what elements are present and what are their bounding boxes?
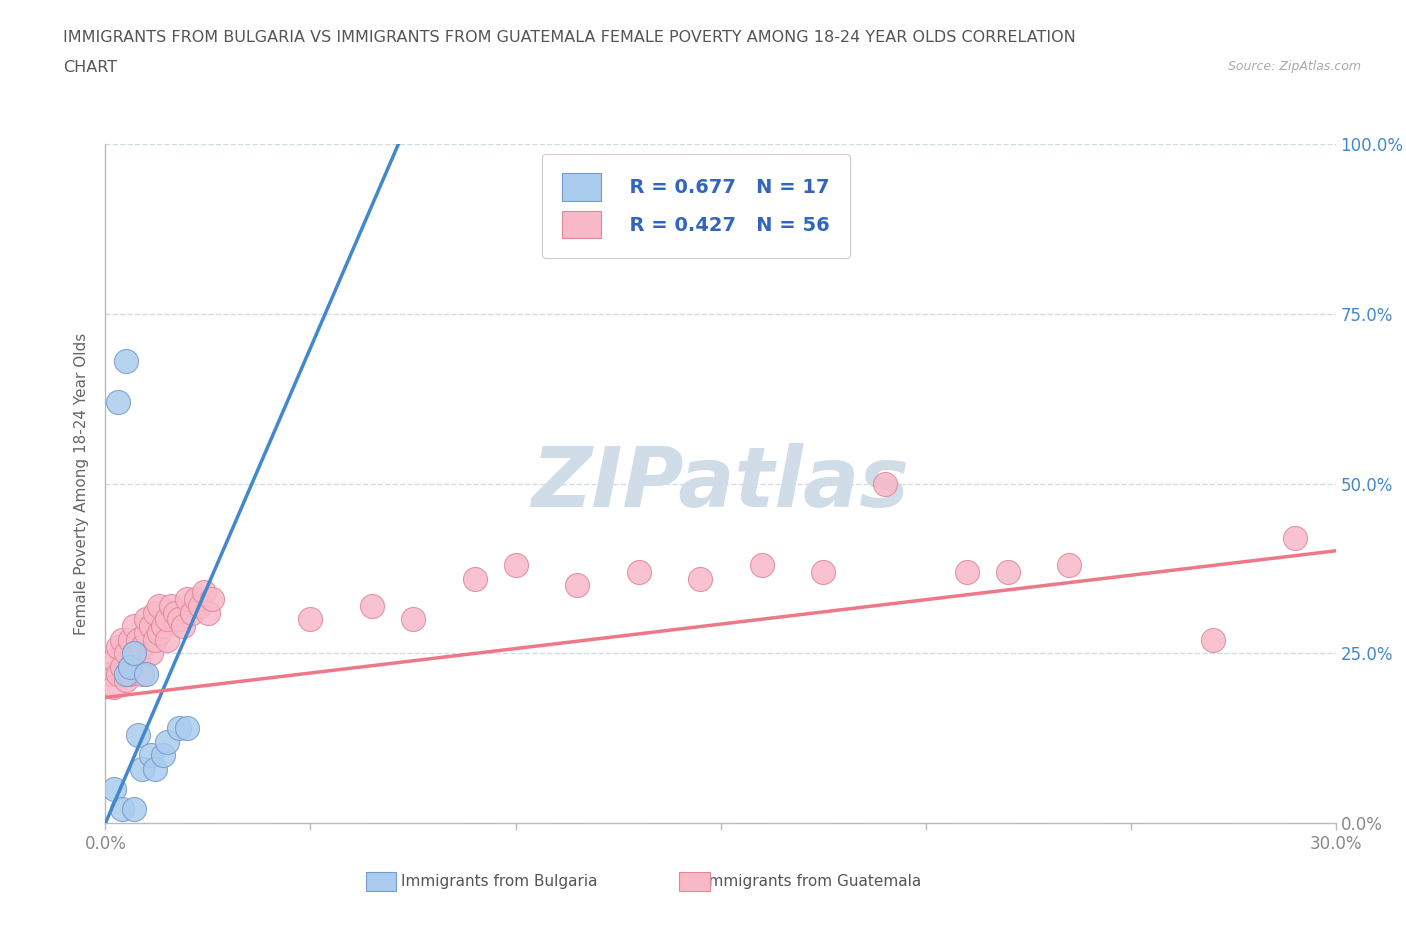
Point xyxy=(197,605,219,620)
Point xyxy=(127,632,149,647)
Point xyxy=(107,666,129,681)
Point xyxy=(565,578,588,593)
Point xyxy=(139,646,162,661)
Point xyxy=(122,802,145,817)
Text: ZIPatlas: ZIPatlas xyxy=(531,443,910,525)
Y-axis label: Female Poverty Among 18-24 Year Olds: Female Poverty Among 18-24 Year Olds xyxy=(75,333,90,635)
Point xyxy=(176,721,198,736)
Point xyxy=(131,762,153,777)
Point xyxy=(122,618,145,633)
Point xyxy=(131,666,153,681)
Point xyxy=(689,571,711,586)
Text: Immigrants from Guatemala: Immigrants from Guatemala xyxy=(704,874,921,889)
Point xyxy=(505,558,527,573)
Point xyxy=(111,659,134,674)
Point xyxy=(120,659,141,674)
Point xyxy=(1057,558,1080,573)
Point xyxy=(131,639,153,654)
Point xyxy=(156,612,179,627)
Point xyxy=(156,632,179,647)
Point xyxy=(103,680,125,695)
Point xyxy=(143,632,166,647)
Point xyxy=(143,605,166,620)
Point xyxy=(1284,530,1306,545)
Point xyxy=(299,612,322,627)
Point xyxy=(122,646,145,661)
Point xyxy=(156,734,179,749)
Point xyxy=(107,639,129,654)
Text: Immigrants from Bulgaria: Immigrants from Bulgaria xyxy=(401,874,598,889)
Point xyxy=(165,605,187,620)
Point xyxy=(188,598,211,613)
Point xyxy=(115,673,138,688)
Point xyxy=(120,666,141,681)
Point xyxy=(115,354,138,369)
Point xyxy=(98,666,121,681)
Point xyxy=(464,571,486,586)
Text: CHART: CHART xyxy=(63,60,117,74)
Point xyxy=(148,626,170,641)
Point xyxy=(811,565,834,579)
Point xyxy=(111,802,134,817)
Point xyxy=(148,598,170,613)
Point xyxy=(627,565,650,579)
Point xyxy=(160,598,183,613)
Point xyxy=(111,632,134,647)
Point xyxy=(201,591,224,606)
Point xyxy=(180,605,202,620)
Text: Source: ZipAtlas.com: Source: ZipAtlas.com xyxy=(1227,60,1361,73)
Point xyxy=(997,565,1019,579)
Point xyxy=(115,666,138,681)
Point xyxy=(402,612,425,627)
Point xyxy=(152,618,174,633)
Point xyxy=(193,585,215,600)
Legend:   R = 0.677   N = 17,   R = 0.427   N = 56: R = 0.677 N = 17, R = 0.427 N = 56 xyxy=(543,153,849,258)
Point xyxy=(135,666,157,681)
Point xyxy=(1202,632,1225,647)
Point xyxy=(873,476,896,491)
Point xyxy=(169,612,191,627)
Point xyxy=(127,727,149,742)
Point xyxy=(139,748,162,763)
Point xyxy=(169,721,191,736)
Point xyxy=(120,632,141,647)
Point xyxy=(120,659,141,674)
Point xyxy=(135,626,157,641)
Point xyxy=(103,781,125,796)
Point xyxy=(115,646,138,661)
Point xyxy=(103,653,125,668)
Point xyxy=(176,591,198,606)
Point xyxy=(956,565,979,579)
Point xyxy=(751,558,773,573)
Text: IMMIGRANTS FROM BULGARIA VS IMMIGRANTS FROM GUATEMALA FEMALE POVERTY AMONG 18-24: IMMIGRANTS FROM BULGARIA VS IMMIGRANTS F… xyxy=(63,30,1076,45)
Point xyxy=(135,612,157,627)
Point xyxy=(143,762,166,777)
Point xyxy=(172,618,194,633)
Point xyxy=(139,618,162,633)
Point xyxy=(127,653,149,668)
Point xyxy=(361,598,384,613)
Point xyxy=(122,646,145,661)
Point xyxy=(152,748,174,763)
Point xyxy=(184,591,207,606)
Point xyxy=(107,394,129,409)
